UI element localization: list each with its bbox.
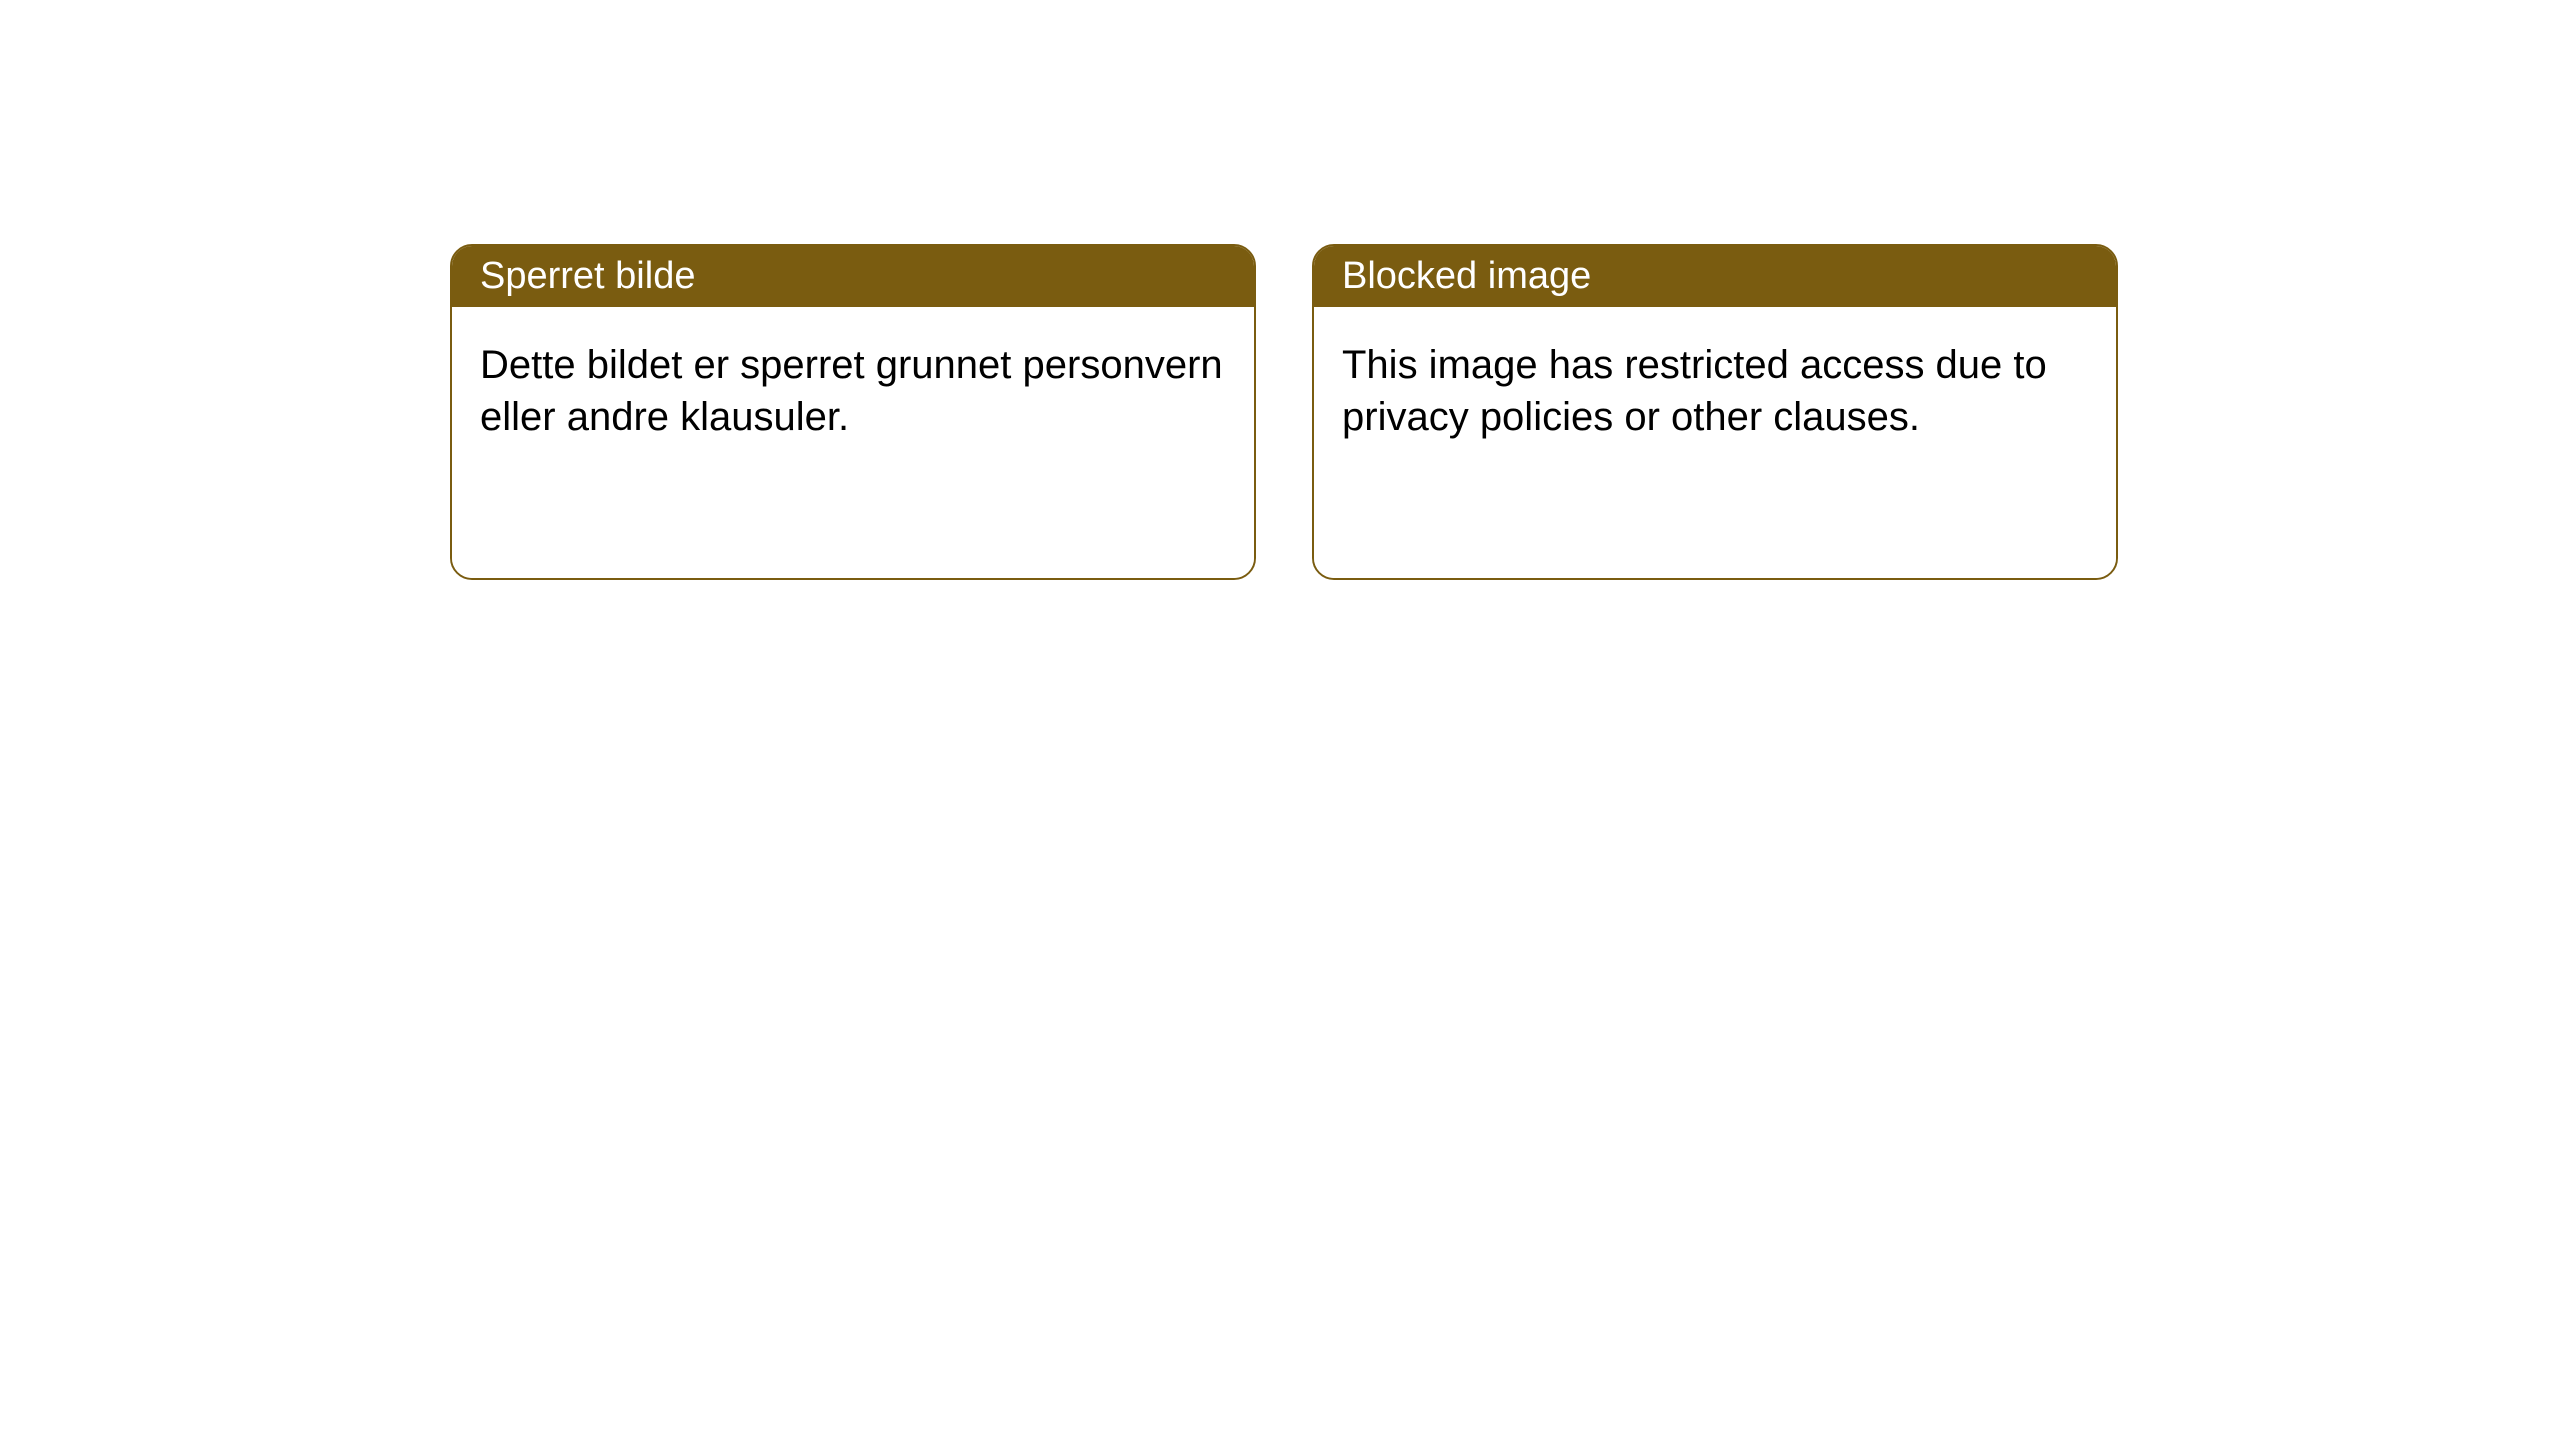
card-header-english: Blocked image [1314,246,2116,307]
card-english: Blocked image This image has restricted … [1312,244,2118,580]
card-title-norwegian: Sperret bilde [480,255,695,297]
card-norwegian: Sperret bilde Dette bildet er sperret gr… [450,244,1256,580]
card-header-norwegian: Sperret bilde [452,246,1254,307]
card-title-english: Blocked image [1342,255,1591,297]
card-body-norwegian: Dette bildet er sperret grunnet personve… [452,307,1254,578]
cards-container: Sperret bilde Dette bildet er sperret gr… [0,0,2560,580]
card-text-norwegian: Dette bildet er sperret grunnet personve… [480,343,1223,439]
card-body-english: This image has restricted access due to … [1314,307,2116,578]
card-text-english: This image has restricted access due to … [1342,343,2047,439]
